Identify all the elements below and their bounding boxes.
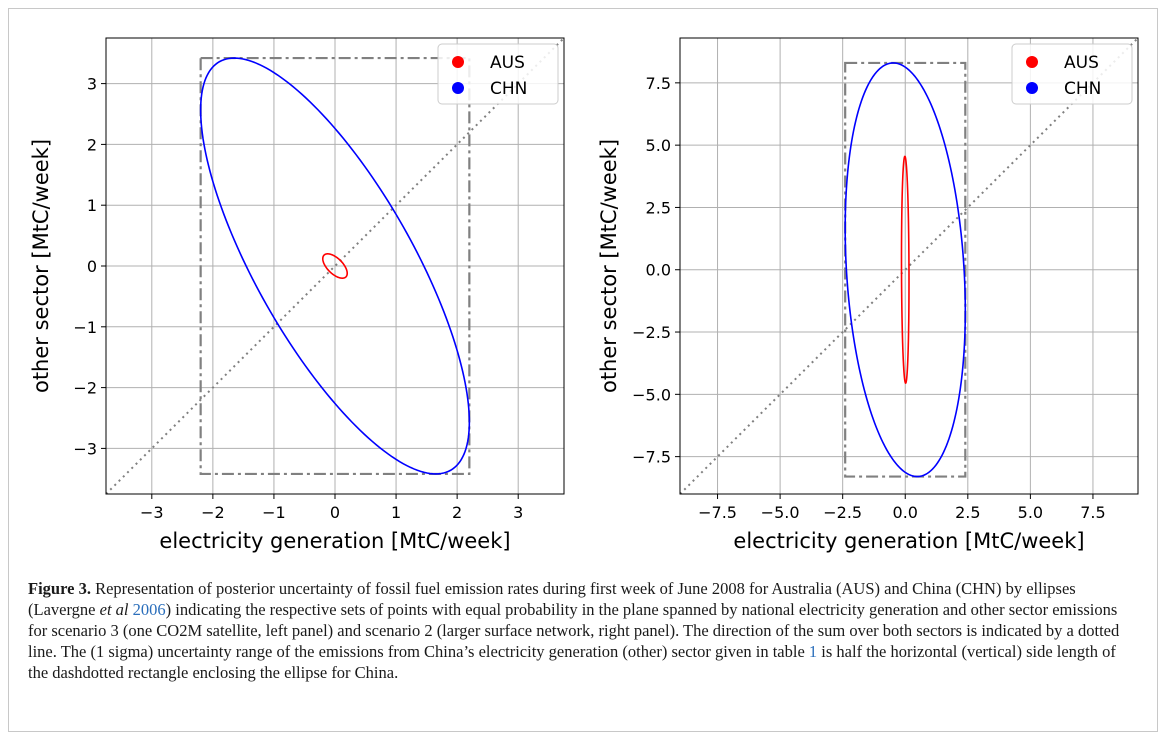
x-tick-label: −2 [201, 503, 225, 522]
legend-label-chn: CHN [1064, 79, 1101, 99]
china-bounding-rectangle [199, 56, 471, 476]
legend-marker-aus [1026, 56, 1038, 68]
y-tick-label: −5.0 [632, 385, 671, 404]
y-tick-label: 2 [87, 135, 97, 154]
y-tick-label: 2.5 [646, 198, 671, 217]
x-tick-label: 7.5 [1080, 503, 1105, 522]
ellipse-chn [199, 57, 471, 475]
y-tick-label: 5.0 [646, 136, 671, 155]
legend-marker-chn [452, 82, 464, 94]
ellipse-chn [844, 62, 967, 478]
china-bounding-rectangle [844, 61, 967, 478]
y-tick-label: −2.5 [632, 323, 671, 342]
x-tick-label: −5.0 [761, 503, 800, 522]
x-axis-label: electricity generation [MtC/week] [733, 529, 1084, 553]
y-axis-label: other sector [MtC/week] [29, 139, 53, 393]
y-tick-label: 0.0 [646, 261, 671, 280]
x-tick-label: 2 [452, 503, 462, 522]
figure-caption: Figure 3. Representation of posterior un… [28, 578, 1138, 683]
plot-area [106, 38, 564, 494]
y-tick-label: 1 [87, 196, 97, 215]
x-tick-label: 5.0 [1018, 503, 1043, 522]
legend-box [1011, 43, 1133, 105]
y-tick-label: −2 [73, 379, 97, 398]
plot-area [680, 38, 1138, 494]
x-tick-label: 0.0 [893, 503, 918, 522]
x-tick-label: −2.5 [823, 503, 862, 522]
axes-frame [679, 37, 1139, 495]
caption-text-1: Representation of posterior uncertainty … [28, 579, 1076, 619]
x-tick-label: 0 [330, 503, 340, 522]
table-link[interactable]: 1 [808, 642, 818, 661]
legend-marker-chn [1026, 82, 1038, 94]
caption-text-3: is half the horizontal (vertical) side l… [28, 642, 1116, 682]
y-tick-label: 7.5 [646, 74, 671, 93]
y-tick-label: 3 [87, 75, 97, 94]
ellipse-aus [321, 253, 349, 279]
x-tick-label: −1 [262, 503, 286, 522]
x-tick-label: −3 [140, 503, 164, 522]
legend-label-chn: CHN [490, 79, 527, 99]
y-tick-label: −1 [73, 318, 97, 337]
caption-text-2: ) indicating the respective sets of poin… [28, 600, 1120, 661]
legend-label-aus: AUS [1064, 53, 1099, 73]
caption-label: Figure 3. [28, 579, 91, 598]
x-axis-label: electricity generation [MtC/week] [159, 529, 510, 553]
x-tick-label: 1 [391, 503, 401, 522]
citation-link[interactable]: 2006 [132, 600, 166, 619]
legend-box [437, 43, 559, 105]
y-tick-label: −7.5 [632, 448, 671, 467]
legend-marker-aus [452, 56, 464, 68]
legend-label-aus: AUS [490, 53, 525, 73]
x-tick-label: 3 [513, 503, 523, 522]
x-tick-label: −7.5 [698, 503, 737, 522]
y-axis-label: other sector [MtC/week] [597, 139, 621, 393]
y-tick-label: −3 [73, 439, 97, 458]
y-tick-label: 0 [87, 257, 97, 276]
ellipse-aus [900, 155, 910, 384]
caption-etal: et al [99, 600, 129, 619]
x-tick-label: 2.5 [955, 503, 980, 522]
right-chart: −7.5 −5.0 −2.5 0.0 2.5 5.0 7.5 −7.5 −5.0 −2.5 0.0 2… [597, 37, 1139, 553]
